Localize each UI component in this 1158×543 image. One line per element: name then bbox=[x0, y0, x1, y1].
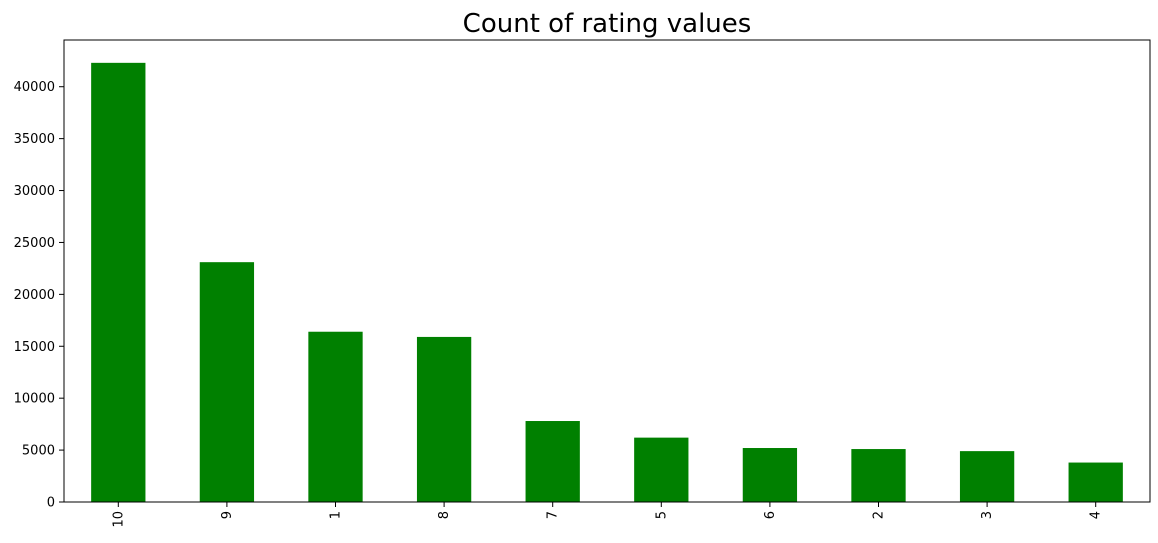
bar-8 bbox=[416, 336, 472, 502]
x-tick-label: 8 bbox=[437, 511, 452, 519]
bar-4 bbox=[1068, 462, 1123, 502]
bar-9 bbox=[199, 262, 255, 502]
bar-5 bbox=[634, 437, 689, 502]
y-tick-label: 35000 bbox=[14, 132, 55, 147]
x-tick-label: 1 bbox=[329, 511, 344, 519]
plot-frame bbox=[63, 39, 1151, 503]
bar-3 bbox=[959, 451, 1015, 502]
x-tick-label: 5 bbox=[654, 511, 669, 519]
bars-layer bbox=[91, 62, 1123, 502]
x-tick-label: 6 bbox=[763, 511, 778, 519]
bar-6 bbox=[742, 448, 798, 502]
bar-2 bbox=[851, 449, 906, 502]
x-tick-label: 9 bbox=[220, 511, 235, 519]
x-tick-label: 4 bbox=[1089, 511, 1104, 519]
x-tick-label: 3 bbox=[980, 511, 995, 519]
y-tick-label: 25000 bbox=[14, 236, 55, 251]
bar-10 bbox=[91, 62, 146, 502]
bar-1 bbox=[308, 331, 363, 502]
x-tick-label: 7 bbox=[546, 511, 561, 519]
x-tick-label: 10 bbox=[111, 511, 126, 528]
x-axis: 10 9 1 8 7 5 6 2 3 4 bbox=[111, 502, 1104, 528]
y-tick-label: 15000 bbox=[14, 340, 55, 355]
y-tick-label: 20000 bbox=[14, 288, 55, 303]
y-axis: 0 5000 10000 15000 20000 25000 30000 35000 40000 bbox=[14, 80, 64, 511]
y-tick-label: 10000 bbox=[14, 392, 55, 407]
y-tick-label: 5000 bbox=[22, 444, 55, 459]
bar-7 bbox=[525, 421, 580, 502]
x-tick-label: 2 bbox=[872, 511, 887, 519]
chart-title: Count of rating values bbox=[463, 9, 752, 39]
y-tick-label: 0 bbox=[47, 496, 55, 511]
y-tick-label: 40000 bbox=[14, 80, 55, 95]
y-tick-label: 30000 bbox=[14, 184, 55, 199]
